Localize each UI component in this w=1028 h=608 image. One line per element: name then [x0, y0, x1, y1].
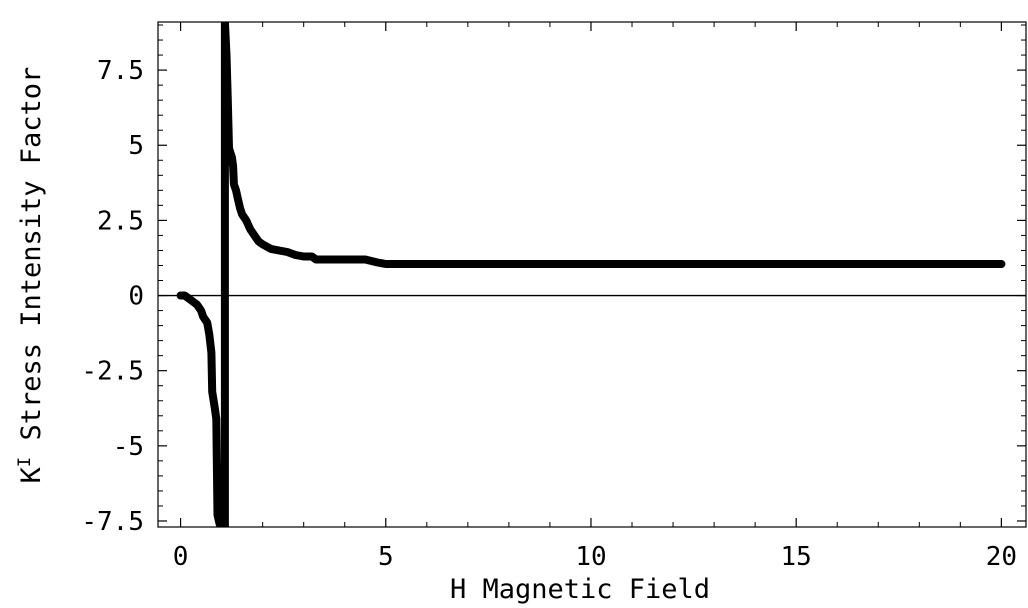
- x-axis-title: H Magnetic Field: [450, 574, 710, 605]
- y-axis-title-base: K: [16, 466, 47, 483]
- y-axis-title-rest: Stress Intensity Factor: [16, 67, 47, 457]
- y-tick-label: -2.5: [81, 357, 144, 387]
- x-tick-label: 0: [173, 542, 189, 572]
- y-tick-label: -5: [113, 432, 144, 462]
- x-tick-label: 5: [378, 542, 394, 572]
- y-tick-label: 0: [128, 282, 144, 312]
- x-tick-label: 20: [986, 542, 1017, 572]
- y-tick-label: 2.5: [97, 206, 144, 236]
- x-tick-label: 10: [575, 542, 606, 572]
- x-tick-labels: 0 5 10 15 20: [173, 542, 1017, 572]
- y-tick-labels: -7.5 -5 -2.5 0 2.5 5 7.5: [81, 56, 144, 537]
- y-tick-label: 5: [128, 131, 144, 161]
- y-tick-label: -7.5: [81, 507, 144, 537]
- plot-frame: [157, 21, 1027, 528]
- y-axis-title: KI Stress Intensity Factor: [15, 67, 47, 484]
- y-tick-label: 7.5: [97, 56, 144, 86]
- x-tick-label: 15: [781, 542, 812, 572]
- y-axis-title-superscript: I: [15, 457, 35, 467]
- series-line: [176, 22, 1006, 527]
- tick-marks: [158, 22, 1026, 527]
